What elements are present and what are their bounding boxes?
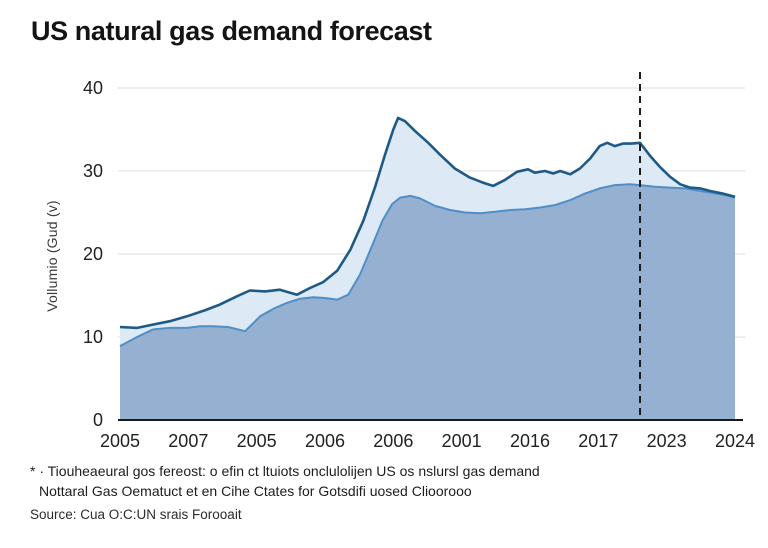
x-tick-label: 2016: [510, 431, 550, 451]
x-tick-label: 2017: [578, 431, 618, 451]
x-tick-label: 2006: [373, 431, 413, 451]
source-note: Source: Cua O:C:UN srais Forooait: [30, 507, 242, 522]
x-tick-label: 2023: [647, 431, 687, 451]
y-tick-label: 20: [83, 244, 103, 264]
base-demand-fill: [120, 184, 735, 420]
x-tick-label: 2005: [237, 431, 277, 451]
x-tick-label: 2007: [168, 431, 208, 451]
base-demand-line: [119, 183, 736, 347]
y-tick-label: 30: [83, 161, 103, 181]
footnote-line-1: * · Tiouheaeural gos fereost: o efin ct …: [30, 463, 540, 479]
x-tick-label: 2006: [305, 431, 345, 451]
x-tick-label: 2024: [715, 431, 755, 451]
x-tick-label: 2001: [442, 431, 482, 451]
x-tick-label: 2005: [100, 431, 140, 451]
y-tick-label: 0: [93, 410, 103, 430]
y-tick-label: 10: [83, 327, 103, 347]
y-tick-label: 40: [83, 78, 103, 98]
chart-footnote: * · Tiouheaeural gos fereost: o efin ct …: [30, 461, 540, 501]
total-demand-line: [119, 116, 736, 330]
footnote-line-2: Nottaral Gas Oematuct et en Cihe Ctates …: [39, 483, 472, 499]
page-title: US natural gas demand forecast: [31, 16, 432, 46]
